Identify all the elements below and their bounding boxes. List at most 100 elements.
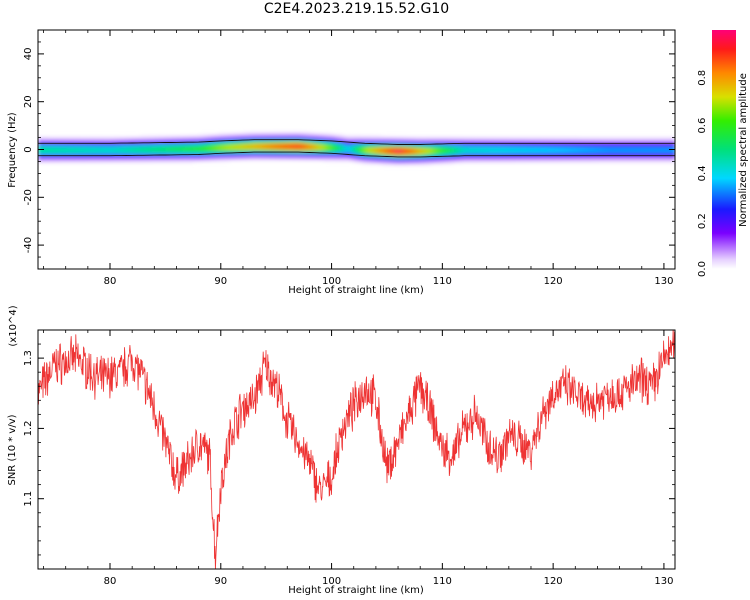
spectrogram-cell <box>425 160 430 163</box>
spectrogram-cell <box>614 156 618 158</box>
spectrogram-cell <box>414 142 419 145</box>
spectrogram-cell <box>317 151 322 154</box>
spectrogram-cell <box>647 152 651 155</box>
spectrogram-cell <box>121 159 125 162</box>
spectrogram-cell <box>359 140 363 143</box>
spectrogram-cell <box>146 148 150 151</box>
spectrogram-cell <box>359 150 363 152</box>
spectrogram-cell <box>154 147 158 150</box>
spectrogram-cell <box>661 156 665 158</box>
spectrogram-cell <box>281 147 286 150</box>
spectrogram-cell <box>450 138 455 140</box>
spectrogram-cell <box>248 136 252 139</box>
spectrogram-cell <box>436 158 441 161</box>
spectrogram-cell <box>661 142 665 145</box>
spectrogram-cell <box>82 139 86 142</box>
spectrogram-cell <box>428 154 432 157</box>
spectrogram-cell <box>553 156 557 158</box>
spectrogram-cell <box>461 139 466 142</box>
spectrogram-cell <box>589 144 593 146</box>
spectrogram-cell <box>544 160 549 163</box>
spectrogram-cell <box>245 145 250 148</box>
spectrogram-cell <box>483 148 488 151</box>
spectrogram-cell <box>381 158 385 161</box>
spectrogram-cell <box>589 142 593 145</box>
spectrogram-cell <box>669 156 673 158</box>
spectrogram-cell <box>638 139 643 142</box>
spectrogram-cell <box>525 153 529 156</box>
spectrogram-cell <box>187 148 191 151</box>
spectrogram-cell <box>248 144 252 146</box>
spectrogram-cell <box>176 144 180 146</box>
spectrogram-cell <box>647 136 651 139</box>
spectrogram-cell <box>547 150 551 152</box>
spectrogram-cell <box>403 151 407 154</box>
spectrogram-cell <box>425 163 430 166</box>
spectrogram-cell <box>442 146 446 149</box>
spectrogram-cell <box>54 146 58 149</box>
spectrogram-cell <box>251 156 255 158</box>
spectrogram-cell <box>580 159 585 162</box>
spectrogram-cell <box>633 140 637 143</box>
spectrogram-cell <box>204 136 208 139</box>
spectrogram-cell <box>328 156 333 158</box>
spectrogram-cell <box>126 140 130 143</box>
spectrogram-cell <box>445 148 449 151</box>
spectrogram-cell <box>425 146 430 149</box>
spectrogram-cell <box>201 134 205 137</box>
spectrogram-cell <box>500 156 504 158</box>
spectrogram-cell <box>98 139 103 142</box>
spectrogram-cell <box>267 154 272 157</box>
spectrogram-cell <box>342 146 347 149</box>
spectrogram-cell <box>398 148 402 151</box>
spectrogram-cell <box>392 147 396 150</box>
spectrogram-cell <box>575 152 579 155</box>
spectrogram-cell <box>323 150 327 152</box>
spectrogram-cell <box>320 142 324 145</box>
spectrogram-cell <box>49 156 53 158</box>
spectrogram-cell <box>223 138 227 140</box>
spectrogram-cell <box>406 154 410 157</box>
spectrogram-cell <box>378 141 383 144</box>
spectrogram-cell <box>522 156 527 158</box>
spectrogram-cell <box>98 151 103 154</box>
spectrogram-cell <box>506 139 510 142</box>
spectrogram-cell <box>525 156 529 158</box>
spectrogram-cell <box>270 154 275 157</box>
spectrogram-cell <box>356 154 360 157</box>
spectrogram-cell <box>364 141 369 144</box>
spectrogram-cell <box>434 160 438 163</box>
spectrogram-cell <box>472 148 477 151</box>
spectrogram-cell <box>472 142 477 145</box>
spectrogram-cell <box>572 148 576 151</box>
spectrogram-cell <box>121 157 125 160</box>
spectrogram-cell <box>542 142 546 145</box>
spectrogram-cell <box>367 162 371 164</box>
spectrogram-cell <box>481 145 485 148</box>
spectrogram-cell <box>306 157 311 160</box>
spectrogram-cell <box>154 154 158 157</box>
spectrogram-cell <box>461 144 466 146</box>
spectrogram-cell <box>386 136 391 139</box>
spectrogram-cell <box>129 144 133 146</box>
spectrogram-cell <box>206 156 211 158</box>
spectrogram-cell <box>101 141 106 144</box>
spectrogram-cell <box>633 157 637 160</box>
spectrogram-cell <box>373 156 377 158</box>
spectrogram-cell <box>123 140 128 143</box>
spectrogram-cell <box>134 142 139 145</box>
spectrogram-cell <box>301 152 305 155</box>
spectrogram-cell <box>409 146 413 149</box>
spectrogram-cell <box>569 140 574 143</box>
spectrogram-cell <box>503 141 507 144</box>
spectrogram-cell <box>215 139 219 142</box>
spectrogram-cell <box>417 140 421 143</box>
spectrogram-cell <box>475 152 479 155</box>
spectrogram-cell <box>602 142 607 145</box>
spectrogram-cell <box>384 144 388 146</box>
spectrogram-cell <box>409 162 413 164</box>
spectrogram-cell <box>409 140 413 143</box>
spectrogram-cell <box>179 152 183 155</box>
spectrogram-cell <box>287 157 291 160</box>
spectrogram-cell <box>417 162 421 164</box>
